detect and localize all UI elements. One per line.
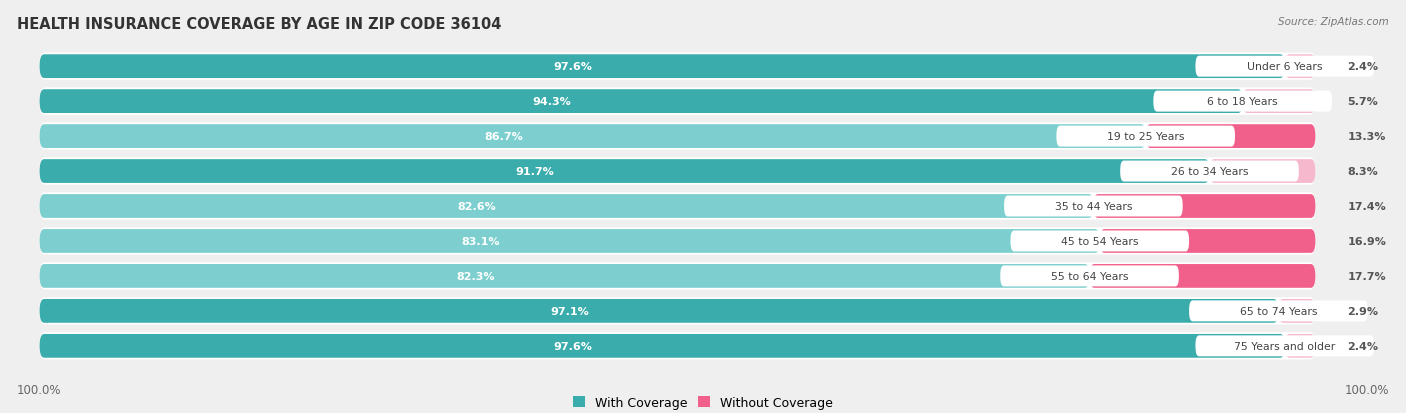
FancyBboxPatch shape xyxy=(1121,161,1299,182)
FancyBboxPatch shape xyxy=(1056,126,1234,147)
Text: 83.1%: 83.1% xyxy=(461,236,499,247)
Text: 97.6%: 97.6% xyxy=(554,341,592,351)
FancyBboxPatch shape xyxy=(39,125,1146,149)
Text: 94.3%: 94.3% xyxy=(533,97,571,107)
Text: 5.7%: 5.7% xyxy=(1347,97,1378,107)
FancyBboxPatch shape xyxy=(1195,57,1374,78)
FancyBboxPatch shape xyxy=(39,123,1316,150)
Text: Source: ZipAtlas.com: Source: ZipAtlas.com xyxy=(1278,17,1389,26)
FancyBboxPatch shape xyxy=(39,263,1316,290)
FancyBboxPatch shape xyxy=(1099,230,1316,253)
FancyBboxPatch shape xyxy=(1090,264,1316,288)
Text: 19 to 25 Years: 19 to 25 Years xyxy=(1107,132,1184,142)
FancyBboxPatch shape xyxy=(39,228,1316,255)
FancyBboxPatch shape xyxy=(1004,196,1182,217)
FancyBboxPatch shape xyxy=(39,297,1316,325)
Text: HEALTH INSURANCE COVERAGE BY AGE IN ZIP CODE 36104: HEALTH INSURANCE COVERAGE BY AGE IN ZIP … xyxy=(17,17,502,31)
Text: 16.9%: 16.9% xyxy=(1347,236,1386,247)
Text: 17.4%: 17.4% xyxy=(1347,202,1386,211)
FancyBboxPatch shape xyxy=(1209,160,1316,183)
Text: 2.4%: 2.4% xyxy=(1347,62,1378,72)
Text: 17.7%: 17.7% xyxy=(1347,271,1386,281)
FancyBboxPatch shape xyxy=(39,90,1243,114)
Text: 91.7%: 91.7% xyxy=(516,166,554,177)
Text: 86.7%: 86.7% xyxy=(484,132,523,142)
Text: 13.3%: 13.3% xyxy=(1347,132,1386,142)
FancyBboxPatch shape xyxy=(1000,266,1178,287)
FancyBboxPatch shape xyxy=(39,160,1209,183)
Text: 2.4%: 2.4% xyxy=(1347,341,1378,351)
Text: 35 to 44 Years: 35 to 44 Years xyxy=(1054,202,1132,211)
Text: 100.0%: 100.0% xyxy=(17,384,62,396)
Text: 26 to 34 Years: 26 to 34 Years xyxy=(1171,166,1249,177)
Text: 82.6%: 82.6% xyxy=(458,202,496,211)
FancyBboxPatch shape xyxy=(1243,90,1316,114)
FancyBboxPatch shape xyxy=(1195,335,1374,356)
FancyBboxPatch shape xyxy=(39,334,1285,358)
FancyBboxPatch shape xyxy=(39,299,1278,323)
FancyBboxPatch shape xyxy=(1285,334,1316,358)
Text: 55 to 64 Years: 55 to 64 Years xyxy=(1050,271,1129,281)
FancyBboxPatch shape xyxy=(39,193,1316,220)
FancyBboxPatch shape xyxy=(39,332,1316,360)
FancyBboxPatch shape xyxy=(1153,91,1331,112)
Text: 8.3%: 8.3% xyxy=(1347,166,1378,177)
FancyBboxPatch shape xyxy=(39,88,1316,116)
FancyBboxPatch shape xyxy=(39,264,1090,288)
Text: 45 to 54 Years: 45 to 54 Years xyxy=(1062,236,1139,247)
FancyBboxPatch shape xyxy=(39,53,1316,81)
Text: 82.3%: 82.3% xyxy=(456,271,495,281)
FancyBboxPatch shape xyxy=(39,230,1099,253)
Text: 97.6%: 97.6% xyxy=(554,62,592,72)
FancyBboxPatch shape xyxy=(39,195,1094,218)
Legend: With Coverage, Without Coverage: With Coverage, Without Coverage xyxy=(568,391,838,413)
FancyBboxPatch shape xyxy=(1094,195,1316,218)
FancyBboxPatch shape xyxy=(1011,231,1189,252)
FancyBboxPatch shape xyxy=(1278,299,1316,323)
FancyBboxPatch shape xyxy=(39,55,1285,79)
FancyBboxPatch shape xyxy=(39,158,1316,185)
Text: 6 to 18 Years: 6 to 18 Years xyxy=(1208,97,1278,107)
Text: 65 to 74 Years: 65 to 74 Years xyxy=(1240,306,1317,316)
Text: 75 Years and older: 75 Years and older xyxy=(1234,341,1336,351)
Text: 100.0%: 100.0% xyxy=(1344,384,1389,396)
Text: Under 6 Years: Under 6 Years xyxy=(1247,62,1323,72)
Text: 97.1%: 97.1% xyxy=(550,306,589,316)
FancyBboxPatch shape xyxy=(1189,301,1368,322)
FancyBboxPatch shape xyxy=(1285,55,1316,79)
FancyBboxPatch shape xyxy=(1146,125,1316,149)
Text: 2.9%: 2.9% xyxy=(1347,306,1378,316)
